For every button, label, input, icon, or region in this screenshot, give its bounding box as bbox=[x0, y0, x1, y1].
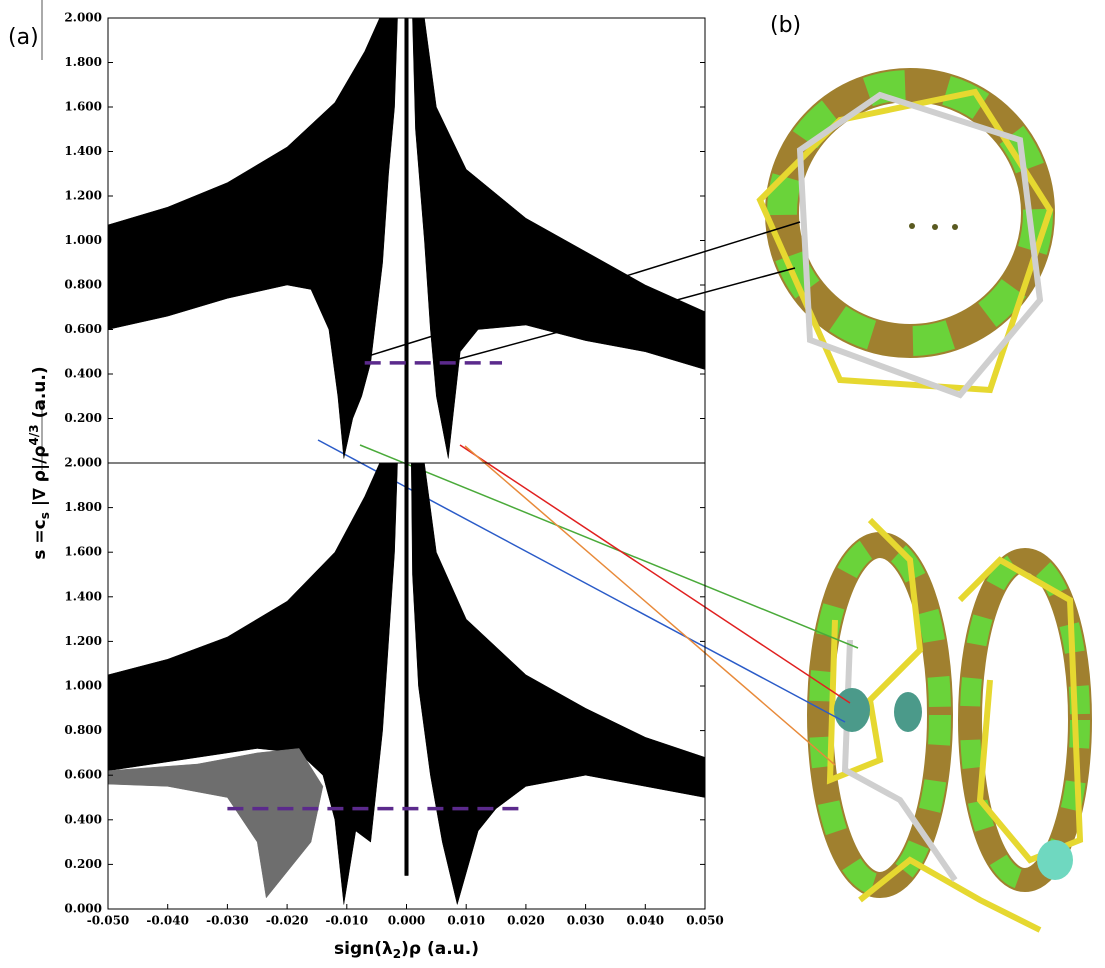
point-cloud bbox=[411, 462, 706, 906]
y-axis-label-part: (a.u.) bbox=[30, 366, 50, 424]
molecule-render-top bbox=[756, 68, 1055, 399]
point-cloud bbox=[107, 462, 398, 905]
x-axis-label-part: )ρ (a.u.) bbox=[401, 939, 479, 959]
y-tick-label: 1.600 bbox=[64, 545, 102, 559]
y-tick-label: 1.800 bbox=[64, 500, 102, 514]
y-axis-label-part: |∇ ρ|/ρ bbox=[30, 445, 50, 512]
y-axis-label-part: s =c bbox=[30, 519, 50, 559]
y-tick-label: 0.400 bbox=[64, 367, 102, 381]
point-cloud bbox=[404, 17, 409, 464]
y-tick-label: 1.000 bbox=[64, 233, 102, 247]
y-tick-label: 0.800 bbox=[64, 723, 102, 737]
panel-label: (b) bbox=[770, 13, 801, 38]
x-tick-label: -0.050 bbox=[87, 914, 130, 928]
x-tick-label: -0.020 bbox=[266, 914, 309, 928]
y-axis-label: s =cs |∇ ρ|/ρ4/3 (a.u.) bbox=[27, 366, 52, 559]
molecule-render-bottom bbox=[807, 517, 1092, 933]
y-tick-label: 0.000 bbox=[64, 902, 102, 916]
point-cloud bbox=[107, 748, 324, 899]
y-tick-label: 1.600 bbox=[64, 100, 102, 114]
y-tick-label: 0.800 bbox=[64, 278, 102, 292]
y-tick-label: 1.200 bbox=[64, 189, 102, 203]
x-tick-label: -0.040 bbox=[146, 914, 189, 928]
x-axis-label-part: 2 bbox=[393, 947, 401, 961]
y-tick-label: 1.400 bbox=[64, 589, 102, 603]
y-tick-label: 0.600 bbox=[64, 322, 102, 336]
x-axis-label-part: sign(λ bbox=[334, 939, 393, 959]
point-cloud bbox=[107, 17, 398, 459]
y-axis-label-part: 4/3 bbox=[27, 424, 41, 445]
y-tick-label: 1.200 bbox=[64, 634, 102, 648]
point-cloud bbox=[412, 17, 706, 459]
x-tick-label: -0.030 bbox=[206, 914, 249, 928]
y-tick-label: 2.000 bbox=[64, 456, 102, 470]
y-tick-label: 0.600 bbox=[64, 768, 102, 782]
y-tick-label: 2.000 bbox=[64, 11, 102, 25]
x-tick-label: 0.000 bbox=[388, 914, 426, 928]
y-axis-label-part: s bbox=[38, 512, 52, 519]
y-tick-label: 1.000 bbox=[64, 679, 102, 693]
x-tick-label: 0.040 bbox=[627, 914, 665, 928]
x-tick-label: -0.010 bbox=[326, 914, 369, 928]
y-tick-label: 0.400 bbox=[64, 812, 102, 826]
x-tick-label: 0.030 bbox=[567, 914, 605, 928]
y-tick-label: 0.200 bbox=[64, 857, 102, 871]
y-tick-label: 1.400 bbox=[64, 144, 102, 158]
panel-label: (a) bbox=[8, 25, 39, 50]
x-tick-label: 0.010 bbox=[447, 914, 485, 928]
y-tick-label: 1.800 bbox=[64, 55, 102, 69]
x-tick-label: 0.050 bbox=[686, 914, 724, 928]
point-cloud bbox=[404, 462, 409, 876]
x-tick-label: 0.020 bbox=[507, 914, 545, 928]
y-tick-label: 0.200 bbox=[64, 411, 102, 425]
x-axis-label: sign(λ2)ρ (a.u.) bbox=[334, 939, 479, 961]
